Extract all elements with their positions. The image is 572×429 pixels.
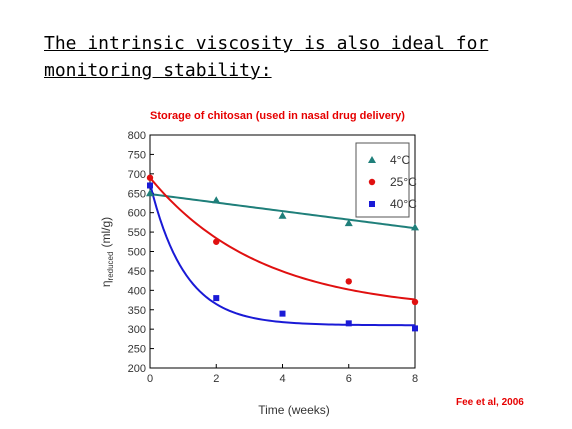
y-axis-subscript: reduced	[106, 252, 115, 281]
legend-marker	[369, 201, 375, 207]
y-axis-label: ηreduced (ml/g)	[99, 217, 115, 287]
data-point	[212, 196, 221, 204]
y-tick-label: 300	[128, 324, 146, 336]
fit-curves	[149, 177, 416, 327]
x-tick-label: 8	[412, 373, 418, 385]
data-point	[411, 298, 419, 306]
data-point	[412, 325, 418, 332]
legend-label: 40°C	[390, 197, 417, 211]
axes: 200 250 300 350 400 450 500 550 600 650 700 750 800 0…	[128, 130, 418, 385]
data-points	[146, 174, 419, 332]
legend-label: 25°C	[390, 175, 417, 189]
y-tick-label: 200	[128, 363, 146, 375]
citation: Fee et al, 2006	[456, 397, 524, 408]
y-tick-label: 750	[128, 149, 146, 161]
legend-label: 4°C	[390, 153, 410, 167]
data-point	[344, 219, 353, 227]
y-tick-label: 700	[128, 169, 146, 181]
y-tick-label: 450	[128, 266, 146, 278]
fit-line-1	[149, 193, 416, 230]
x-tick-label: 2	[213, 373, 219, 385]
y-tick-label: 400	[128, 285, 146, 297]
data-point	[213, 295, 220, 302]
legend-marker	[368, 156, 376, 163]
data-point	[146, 189, 154, 197]
y-axis-symbol: η	[99, 280, 113, 287]
y-tick-label: 550	[128, 227, 146, 239]
fit-line-3	[149, 183, 415, 327]
x-tick-label: 6	[346, 373, 352, 385]
data-point	[345, 278, 352, 285]
fit-line-2	[149, 177, 416, 301]
y-axis-unit: (ml/g)	[99, 217, 113, 248]
legend: 4°C 25°C 40°C	[355, 142, 417, 218]
data-point	[213, 238, 220, 245]
y-tick-label: 800	[128, 130, 146, 142]
legend-box	[355, 142, 410, 218]
x-tick-label: 0	[147, 373, 153, 385]
y-tick-label: 250	[128, 344, 146, 356]
data-point	[345, 320, 352, 327]
data-point	[278, 211, 287, 219]
data-point	[147, 182, 153, 189]
chart-subtitle: Storage of chitosan (used in nasal drug …	[150, 110, 405, 122]
y-tick-label: 500	[128, 247, 146, 259]
data-point	[411, 223, 419, 231]
x-tick-label: 4	[279, 373, 285, 385]
data-point	[146, 174, 154, 181]
y-tick-label: 600	[128, 208, 146, 220]
y-tick-label: 650	[128, 188, 146, 200]
legend-marker	[368, 178, 376, 186]
data-point	[279, 310, 286, 317]
x-axis-label: Time (weeks)	[258, 403, 330, 417]
slide-heading: The intrinsic viscosity is also ideal fo…	[44, 33, 489, 81]
y-tick-label: 350	[128, 305, 146, 317]
